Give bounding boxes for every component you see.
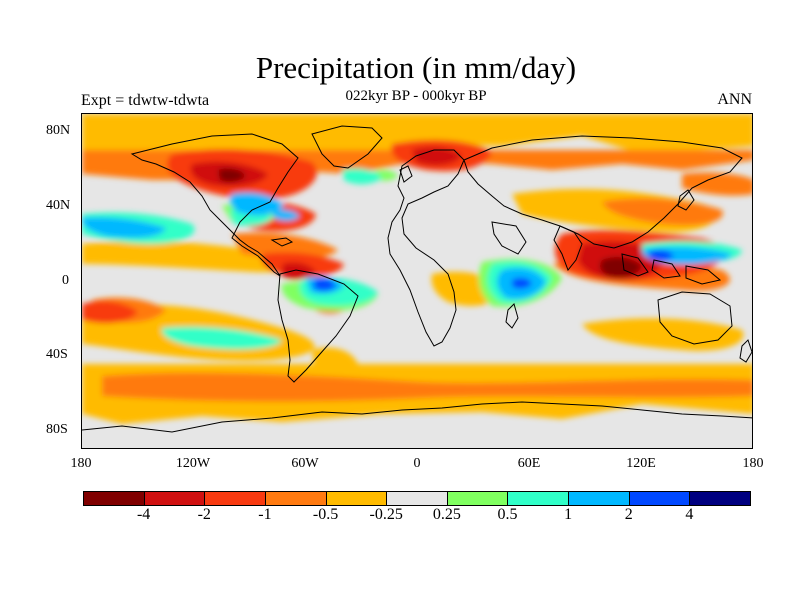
colorbar-swatch	[507, 491, 570, 506]
colorbar-label: 0.25	[432, 506, 461, 523]
colorbar-swatch	[628, 491, 691, 506]
colorbar-label: -0.25	[369, 506, 403, 523]
colorbar-label: -4	[136, 506, 151, 523]
colorbar-label: 2	[624, 506, 633, 523]
colorbar-swatch	[204, 491, 266, 506]
colorbar-swatch	[325, 491, 388, 506]
x-tick-label: 120W	[175, 456, 211, 471]
season-label: ANN	[717, 91, 752, 108]
map-title: Precipitation (in mm/day)	[255, 50, 577, 85]
y-tick-label: 80S	[46, 422, 68, 437]
coastlines	[82, 125, 752, 433]
x-tick-label: 120E	[626, 456, 656, 471]
x-tick-label: 180	[70, 456, 92, 471]
colorbar-swatch	[568, 491, 630, 506]
y-tick-label: 0	[62, 273, 69, 288]
anomaly-fields	[82, 114, 752, 424]
colorbar-swatch	[446, 491, 509, 506]
colorbar-swatch	[143, 491, 206, 506]
colorbar-swatch	[264, 491, 327, 506]
experiment-label: Expt = tdwtw-tdwta	[81, 92, 210, 109]
colorbar-swatch	[689, 491, 751, 506]
colorbar-swatch	[386, 491, 448, 506]
x-tick-label: 0	[413, 456, 421, 471]
precipitation-map	[81, 113, 753, 449]
colorbar-label: -1	[258, 506, 272, 523]
x-tick-label: 60W	[291, 456, 319, 471]
colorbar-label: 0.5	[497, 506, 518, 523]
y-tick-label: 40N	[46, 198, 71, 213]
colorbar-label: -2	[197, 506, 211, 523]
map-subtitle: 022kyr BP - 000kyr BP	[345, 88, 487, 104]
x-tick-label: 60E	[517, 456, 541, 471]
y-tick-label: 40S	[46, 347, 68, 362]
y-tick-label: 80N	[46, 123, 71, 138]
x-tick-label: 180	[742, 456, 764, 471]
colorbar-label: 4	[685, 506, 694, 523]
colorbar-swatch	[83, 491, 145, 506]
colorbar-label: 1	[564, 506, 573, 523]
colorbar-label: -0.5	[312, 506, 339, 523]
